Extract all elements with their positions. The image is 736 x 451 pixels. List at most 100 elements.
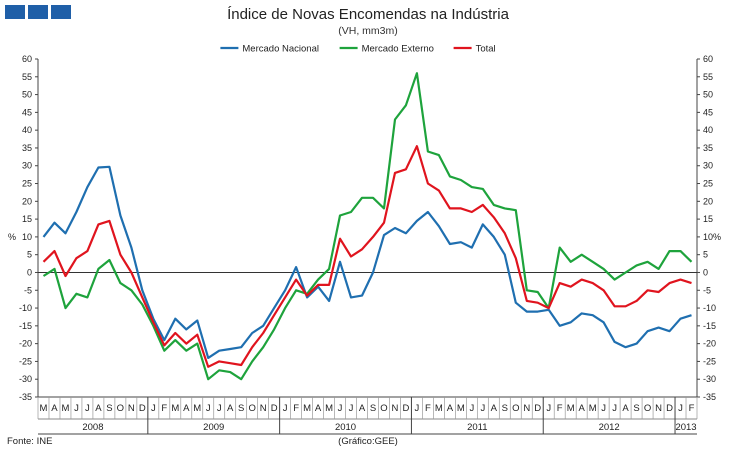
month-tick-label: M xyxy=(61,403,69,414)
y-tick-label-right: 30 xyxy=(703,161,713,171)
y-tick-label-right: 35 xyxy=(703,143,713,153)
month-tick-label: A xyxy=(622,403,629,414)
year-tick-label: 2012 xyxy=(599,422,620,433)
month-tick-label: J xyxy=(283,403,288,414)
month-tick-label: J xyxy=(415,403,420,414)
y-tick-label-left: 15 xyxy=(22,214,32,224)
y-tick-label-right: -30 xyxy=(703,374,716,384)
y-tick-label-right: 0 xyxy=(703,267,708,277)
month-tick-label: J xyxy=(469,403,474,414)
y-tick-label-right: 55 xyxy=(703,72,713,82)
month-tick-label: J xyxy=(480,403,485,414)
brand-logo xyxy=(5,5,71,19)
logo-block xyxy=(28,5,48,19)
month-tick-label: J xyxy=(612,403,617,414)
month-tick-label: J xyxy=(206,403,211,414)
y-tick-label-right: -35 xyxy=(703,392,716,402)
legend-label: Mercado Externo xyxy=(362,44,434,55)
month-tick-label: N xyxy=(260,403,267,414)
month-tick-label: O xyxy=(512,403,519,414)
y-tick-label-right: -25 xyxy=(703,356,716,366)
month-tick-label: F xyxy=(161,403,167,414)
month-tick-label: A xyxy=(579,403,586,414)
month-tick-label: A xyxy=(95,403,102,414)
month-tick-label: J xyxy=(85,403,90,414)
month-tick-label: N xyxy=(392,403,399,414)
month-tick-label: D xyxy=(534,403,541,414)
month-tick-label: S xyxy=(502,403,508,414)
y-tick-label-right: -10 xyxy=(703,303,716,313)
month-tick-label: M xyxy=(457,403,465,414)
month-tick-label: S xyxy=(106,403,112,414)
month-tick-label: S xyxy=(370,403,376,414)
y-tick-label-right: 50 xyxy=(703,90,713,100)
month-tick-label: M xyxy=(171,403,179,414)
logo-block xyxy=(5,5,25,19)
month-tick-label: J xyxy=(151,403,156,414)
month-tick-label: F xyxy=(557,403,563,414)
y-tick-label-left: -30 xyxy=(19,374,32,384)
y-tick-label-left: 40 xyxy=(22,125,32,135)
month-tick-label: D xyxy=(403,403,410,414)
y-tick-label-left: 45 xyxy=(22,107,32,117)
y-tick-label-left: 25 xyxy=(22,179,32,189)
y-tick-label-left: 30 xyxy=(22,161,32,171)
month-tick-label: S xyxy=(633,403,639,414)
month-tick-label: A xyxy=(227,403,234,414)
year-tick-label: 2013 xyxy=(675,422,696,433)
month-tick-label: N xyxy=(128,403,135,414)
month-tick-label: O xyxy=(644,403,651,414)
chart-credit: (Gráfico:GEE) xyxy=(338,436,398,447)
y-tick-label-left: -5 xyxy=(24,285,32,295)
month-tick-label: A xyxy=(447,403,454,414)
month-tick-label: M xyxy=(435,403,443,414)
month-tick-label: O xyxy=(248,403,255,414)
month-tick-label: J xyxy=(678,403,683,414)
month-tick-label: F xyxy=(293,403,299,414)
series-line xyxy=(42,145,692,368)
y-tick-label-left: 50 xyxy=(22,90,32,100)
y-tick-label-left: -25 xyxy=(19,356,32,366)
month-tick-label: J xyxy=(349,403,354,414)
month-tick-label: M xyxy=(303,403,311,414)
y-tick-label-right: 5 xyxy=(703,250,708,260)
month-tick-label: J xyxy=(217,403,222,414)
y-tick-label-right: -5 xyxy=(703,285,711,295)
month-tick-label: D xyxy=(271,403,278,414)
month-tick-label: M xyxy=(325,403,333,414)
series-line xyxy=(42,72,693,381)
month-tick-label: N xyxy=(523,403,530,414)
year-tick-label: 2011 xyxy=(467,422,487,433)
y-tick-label-right: 15 xyxy=(703,214,713,224)
y-tick-label-right: 20 xyxy=(703,196,713,206)
month-tick-label: M xyxy=(567,403,575,414)
month-tick-label: J xyxy=(74,403,79,414)
month-tick-label: M xyxy=(193,403,201,414)
month-tick-label: A xyxy=(315,403,322,414)
y-tick-label-left: -35 xyxy=(19,392,32,402)
month-tick-label: A xyxy=(491,403,498,414)
month-tick-label: F xyxy=(689,403,695,414)
month-tick-label: J xyxy=(546,403,551,414)
y-tick-label-left: 20 xyxy=(22,196,32,206)
month-tick-label: F xyxy=(425,403,431,414)
year-tick-label: 2008 xyxy=(82,422,103,433)
y-tick-label-right: 10 xyxy=(703,232,713,242)
y-tick-label-right: 40 xyxy=(703,125,713,135)
y-tick-label-right: 45 xyxy=(703,107,713,117)
month-tick-label: J xyxy=(601,403,606,414)
month-tick-label: A xyxy=(51,403,58,414)
y-tick-label-right: -15 xyxy=(703,321,716,331)
y-tick-label-left: 10 xyxy=(22,232,32,242)
y-tick-label-left: 5 xyxy=(27,250,32,260)
y-tick-label-left: -10 xyxy=(19,303,32,313)
month-tick-label: M xyxy=(589,403,597,414)
legend-label: Mercado Nacional xyxy=(242,44,319,55)
y-unit-label-right: % xyxy=(713,232,721,242)
month-tick-label: J xyxy=(338,403,343,414)
month-tick-label: N xyxy=(655,403,662,414)
logo-block xyxy=(51,5,71,19)
month-tick-label: M xyxy=(40,403,48,414)
month-tick-label: D xyxy=(139,403,146,414)
